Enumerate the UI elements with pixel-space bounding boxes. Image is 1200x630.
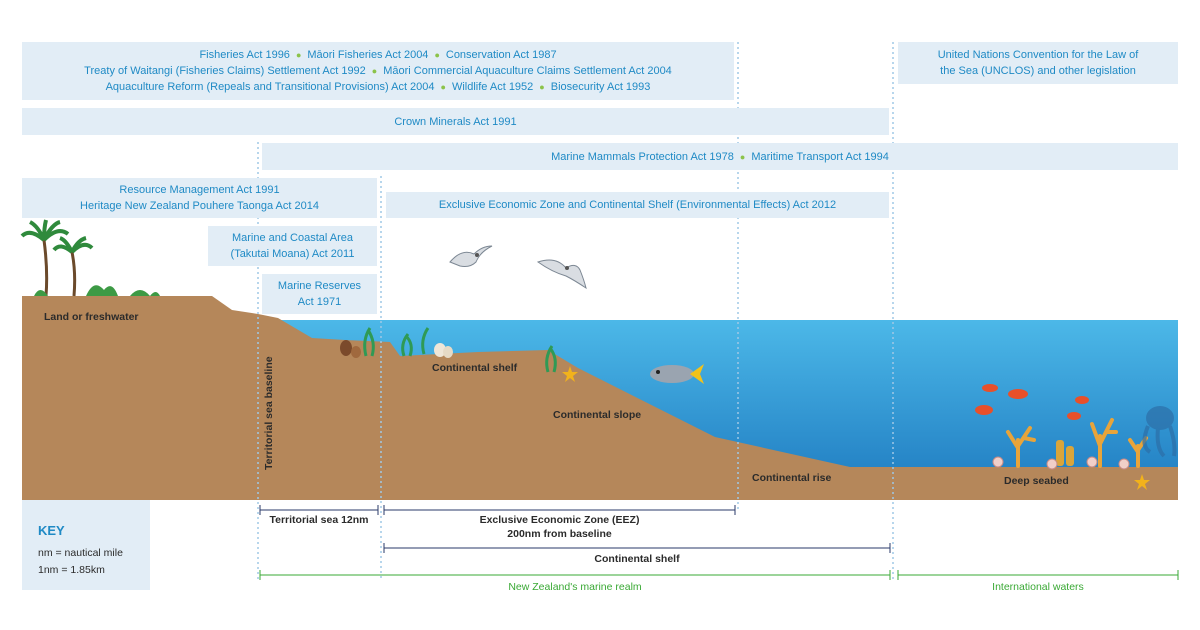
crown-minerals-box: Crown Minerals Act 1991 — [22, 108, 889, 135]
legislation-row-3: Aquaculture Reform (Repeals and Transiti… — [106, 79, 651, 95]
baseline-label: Territorial sea baseline — [263, 356, 275, 470]
nz-marine-realm-label: New Zealand's marine realm — [508, 581, 642, 593]
scale-lines — [259, 505, 891, 553]
eez-act-box: Exclusive Economic Zone and Continental … — [386, 192, 889, 218]
unclos-line-2: the Sea (UNCLOS) and other legislation — [940, 65, 1136, 77]
coral-icon — [1006, 418, 1148, 468]
separator-dot: ● — [295, 50, 302, 60]
maritime-transport-act: Maritime Transport Act 1994 — [751, 150, 889, 163]
fisheries-act: Fisheries Act 1996 — [199, 49, 290, 61]
marine-mammals-row: Marine Mammals Protection Act 1978 ● Marit… — [551, 149, 889, 165]
eez-scale-label-1: Exclusive Economic Zone (EEZ) — [479, 514, 640, 526]
maori-fisheries-act: Māori Fisheries Act 2004 — [307, 49, 429, 61]
eez-scale-label-2: 200nm from baseline — [507, 528, 612, 540]
crown-minerals-act: Crown Minerals Act 1991 — [394, 115, 517, 128]
marine-reserves-box: Marine Reserves Act 1971 — [262, 274, 377, 314]
zone-divider-lines — [257, 42, 894, 580]
conservation-act: Conservation Act 1987 — [445, 49, 557, 61]
marine-reserves-line-1: Marine Reserves — [277, 280, 362, 292]
palm-tree-icon — [20, 219, 94, 297]
eez-continental-shelf-act: Exclusive Economic Zone and Continental … — [438, 199, 837, 211]
land-label: Land or freshwater — [44, 311, 139, 323]
separator-dot: ● — [440, 82, 446, 92]
continental-rise-label: Continental rise — [752, 472, 832, 484]
fish-icon — [650, 364, 704, 384]
seaweed-icon — [363, 327, 557, 373]
international-waters-label: International waters — [992, 581, 1084, 593]
wildlife-act: Wildlife Act 1952 — [451, 81, 534, 93]
key-conversion: 1nm = 1.85km — [38, 564, 105, 576]
legislation-row-2: Treaty of Waitangi (Fisheries Claims) Se… — [84, 63, 672, 79]
aquaculture-reform-act: Aquaculture Reform (Repeals and Transiti… — [105, 81, 435, 93]
maori-aquaculture-act: Māori Commercial Aquaculture Claims Sett… — [383, 65, 672, 77]
starfish-icon — [562, 366, 1150, 490]
separator-dot: ● — [739, 151, 746, 162]
key-title: KEY — [38, 523, 65, 538]
resource-management-box: Resource Management Act 1991 Heritage Ne… — [22, 178, 377, 218]
seagull-icon — [449, 245, 493, 267]
heritage-nz-act: Heritage New Zealand Pouhere Taonga Act … — [80, 200, 319, 212]
seabed-shell-icon — [992, 456, 1130, 470]
shell-icon — [340, 340, 453, 358]
continental-slope-label: Continental slope — [553, 409, 642, 421]
seagull-icon — [536, 259, 587, 290]
unclos-line-1: United Nations Convention for the Law of — [937, 49, 1139, 61]
marine-coastal-line-1: Marine and Coastal Area — [231, 232, 354, 244]
separator-dot: ● — [371, 66, 378, 76]
marine-coastal-box: Marine and Coastal Area (Takutai Moana) … — [208, 226, 377, 266]
continental-shelf-label: Continental shelf — [432, 362, 518, 374]
marine-mammals-act: Marine Mammals Protection Act 1978 — [551, 150, 734, 163]
marine-reserves-line-2: Act 1971 — [297, 296, 342, 308]
shrub-icon — [34, 285, 160, 296]
octopus-icon — [1142, 406, 1177, 458]
realm-lines — [259, 570, 1179, 580]
marine-coastal-line-2: (Takutai Moana) Act 2011 — [230, 248, 355, 260]
legislation-row-1: Fisheries Act 1996 ● Māori Fisheries Act 2… — [199, 47, 556, 63]
biosecurity-act: Biosecurity Act 1993 — [550, 81, 651, 93]
fisheries-legislation-box: Fisheries Act 1996 ● Māori Fisheries Act 2… — [22, 42, 734, 100]
marine-mammals-box: Marine Mammals Protection Act 1978 ● Marit… — [262, 143, 1178, 170]
separator-dot: ● — [434, 50, 440, 60]
reef-fish-icon — [975, 384, 1089, 420]
separator-dot: ● — [539, 82, 545, 92]
territorial-sea-scale-label: Territorial sea 12nm — [269, 514, 369, 526]
key-box: KEY nm = nautical mile 1nm = 1.85km — [22, 500, 150, 590]
land-and-seabed — [22, 296, 1178, 500]
unclos-box: United Nations Convention for the Law of… — [898, 42, 1178, 84]
deep-seabed-label: Deep seabed — [1004, 475, 1069, 487]
treaty-fisheries-act: Treaty of Waitangi (Fisheries Claims) Se… — [84, 65, 366, 77]
resource-management-act: Resource Management Act 1991 — [119, 184, 280, 196]
key-nm: nm = nautical mile — [38, 547, 123, 559]
continental-shelf-scale-label: Continental shelf — [594, 553, 680, 565]
sponge-icon — [1056, 440, 1074, 466]
